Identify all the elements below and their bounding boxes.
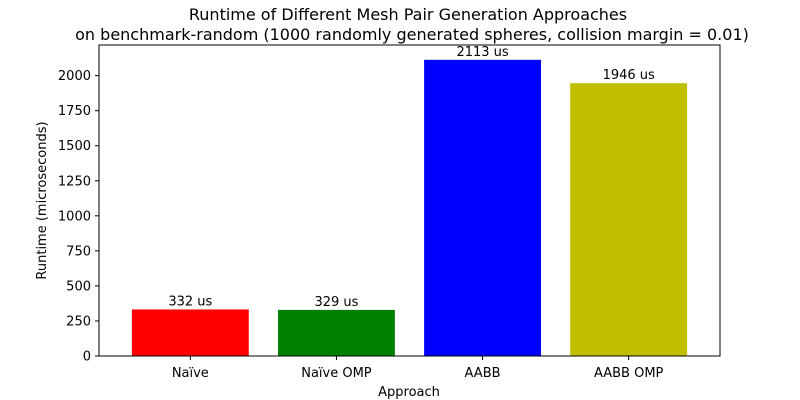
bar-aabb <box>424 59 541 357</box>
bar-aabb-omp <box>570 83 688 356</box>
data-label-aabb-omp: 1946 us <box>603 68 655 83</box>
data-label-group: 332 us 329 us 2113 us 1946 us <box>168 45 655 310</box>
y-tick-label-1750: 1750 <box>58 104 91 119</box>
bars-group <box>131 59 688 357</box>
y-tick-label-500: 500 <box>66 279 91 294</box>
plot-frame <box>98 44 721 357</box>
x-tick-label-aabb: AABB <box>465 366 501 381</box>
y-tick-group: 0 250 500 750 1000 1250 1500 1750 2000 <box>58 69 99 365</box>
chart-title: Runtime of Different Mesh Pair Generatio… <box>189 5 627 24</box>
data-label-naive-omp: 329 us <box>314 295 358 310</box>
bar-naive <box>131 309 249 356</box>
y-tick-label-1000: 1000 <box>58 209 91 224</box>
y-tick-label-0: 0 <box>83 350 91 365</box>
data-label-naive: 332 us <box>168 294 212 309</box>
bar-naive-omp <box>277 309 395 356</box>
chart-subtitle: on benchmark-random (1000 randomly gener… <box>75 25 749 44</box>
y-axis-label: Runtime (microseconds) <box>35 121 50 279</box>
x-tick-label-naive-omp: Naïve OMP <box>301 366 372 381</box>
x-tick-label-naive: Naïve <box>172 366 209 381</box>
x-tick-group: Naïve Naïve OMP AABB AABB OMP <box>172 356 664 381</box>
y-tick-label-750: 750 <box>66 244 91 259</box>
y-tick-label-2000: 2000 <box>58 69 91 84</box>
data-label-aabb: 2113 us <box>456 45 508 60</box>
y-tick-label-1250: 1250 <box>58 174 91 189</box>
y-tick-label-1500: 1500 <box>58 139 91 154</box>
x-axis-label: Approach <box>378 385 440 400</box>
y-tick-label-250: 250 <box>66 314 91 329</box>
x-tick-label-aabb-omp: AABB OMP <box>594 366 664 381</box>
